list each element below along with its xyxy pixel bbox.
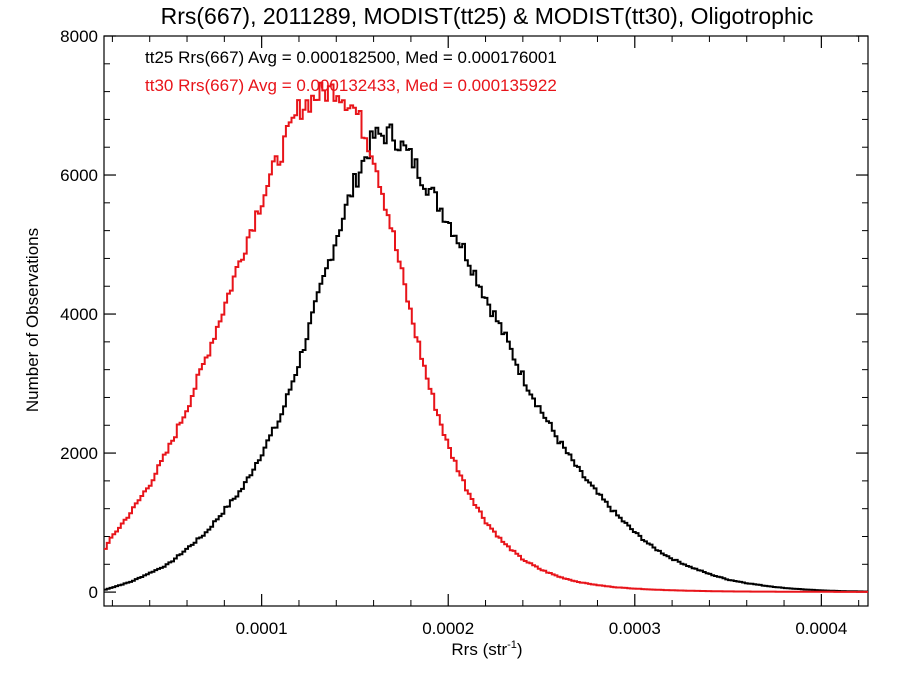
- x-axis-ticks: 0.0001 0.0002 0.0003 0.0004: [111, 36, 860, 638]
- annotation-tt25: tt25 Rrs(667) Avg = 0.000182500, Med = 0…: [145, 48, 557, 67]
- series-line-0: [104, 123, 868, 593]
- y-tick-label: 2000: [60, 444, 98, 463]
- y-tick-label: 8000: [60, 27, 98, 46]
- y-axis-ticks: 0 2000 4000 6000 8000: [60, 27, 868, 602]
- x-tick-label: 0.0002: [422, 619, 474, 638]
- y-tick-label: 6000: [60, 166, 98, 185]
- chart-title: Rrs(667), 2011289, MODIST(tt25) & MODIST…: [161, 3, 814, 29]
- x-tick-label: 0.0003: [609, 619, 661, 638]
- annotation-tt30: tt30 Rrs(667) Avg = 0.000132433, Med = 0…: [145, 76, 557, 95]
- x-tick-label: 0.0001: [236, 619, 288, 638]
- series-layer: [104, 81, 868, 593]
- x-axis-label: Rrs (str-1): [451, 639, 522, 659]
- y-tick-label: 0: [89, 583, 98, 602]
- series-line-1: [104, 81, 868, 593]
- y-axis-label: Number of Observations: [23, 228, 42, 412]
- y-tick-label: 4000: [60, 305, 98, 324]
- x-axis-label-main: Rrs (str: [451, 640, 507, 659]
- x-tick-label: 0.0004: [795, 619, 847, 638]
- x-axis-label-close: ): [517, 640, 523, 659]
- x-axis-label-superscript: -1: [507, 639, 517, 651]
